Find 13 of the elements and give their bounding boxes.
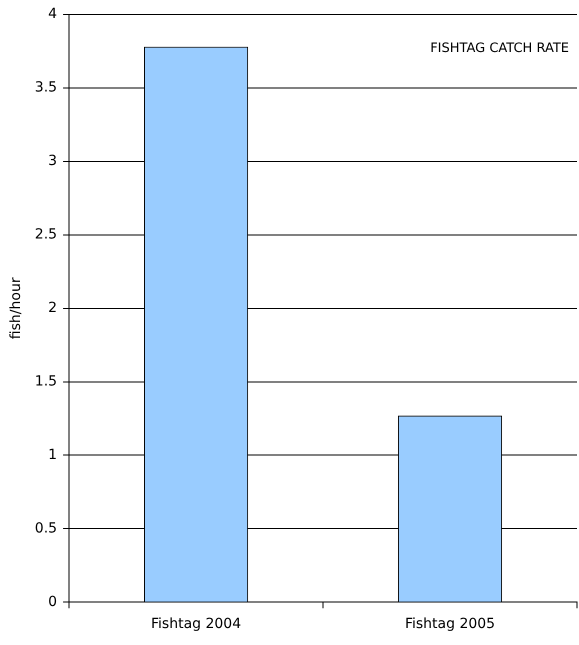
text: FISHTAG CATCH RATE bbox=[430, 40, 569, 56]
y-tick-label: 0.5 bbox=[34, 520, 58, 536]
x-tick-label: Fishtag 2004 bbox=[150, 616, 242, 632]
y-tick-label: 0 bbox=[48, 594, 58, 610]
y-axis-title: fish/hour bbox=[8, 277, 24, 340]
y-tick-label: 1.5 bbox=[34, 373, 58, 390]
y-tick-label: 1 bbox=[48, 446, 58, 463]
y-tick-label: 4 bbox=[48, 6, 58, 22]
y-tick-label: 2.5 bbox=[34, 226, 58, 242]
y-tick-label: 3 bbox=[48, 152, 58, 169]
y-tick-label: 3.5 bbox=[34, 80, 58, 96]
y-tick-label: 2 bbox=[48, 300, 58, 316]
x-tick-label: Fishtag 2005 bbox=[404, 616, 496, 632]
